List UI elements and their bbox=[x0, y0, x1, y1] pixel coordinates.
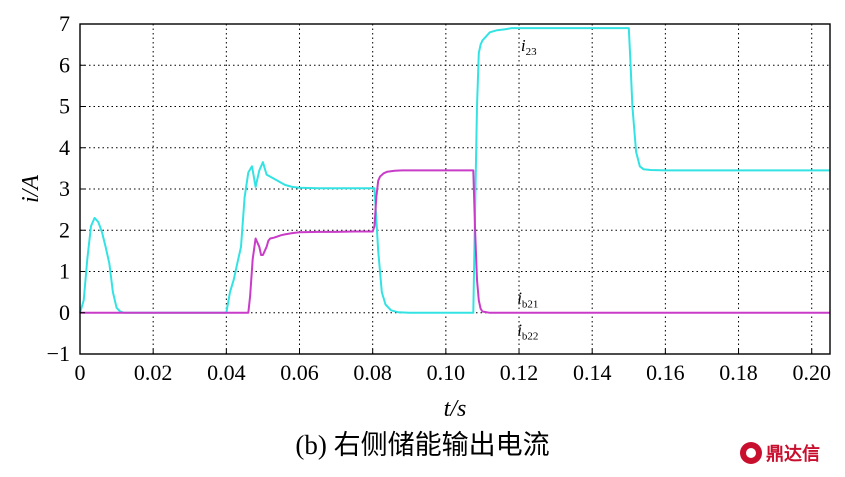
series-label-b22: ib22 bbox=[517, 320, 538, 342]
series-lines bbox=[79, 27, 830, 314]
series-label-23: i23 bbox=[521, 36, 537, 58]
y-tick-label: 5 bbox=[59, 94, 70, 119]
y-tick-label: −1 bbox=[47, 341, 70, 366]
y-tick-label: 1 bbox=[59, 259, 70, 284]
x-tick-label: 0.04 bbox=[207, 360, 246, 385]
series-line-magenta bbox=[80, 169, 830, 314]
series-labels: i23 ib21 ib22 bbox=[517, 36, 538, 343]
y-tick-label: 2 bbox=[59, 217, 70, 242]
y-tick-label: 3 bbox=[59, 176, 70, 201]
series-label-b21: ib21 bbox=[517, 289, 538, 311]
x-tick-label: 0.20 bbox=[792, 360, 831, 385]
watermark-text: 鼎达信 bbox=[766, 444, 820, 465]
x-tick-label: 0.06 bbox=[280, 360, 319, 385]
y-axis-label: i/A bbox=[18, 175, 44, 203]
y-tick-label: 4 bbox=[59, 135, 70, 160]
x-tick-label: 0.02 bbox=[134, 360, 173, 385]
watermark-icon bbox=[740, 442, 762, 464]
y-tick-label: 7 bbox=[59, 11, 70, 36]
axis-ticks: 0 0.02 0.04 0.06 0.08 0.10 0.12 0.14 0.16 0.18 0.2… bbox=[47, 11, 831, 385]
figure-caption: (b) 右侧储能输出电流 bbox=[295, 430, 550, 460]
x-tick-label: 0.14 bbox=[573, 360, 612, 385]
x-axis-label: t/s bbox=[444, 396, 467, 422]
x-tick-label: 0 bbox=[75, 360, 86, 385]
x-tick-label: 0.18 bbox=[719, 360, 758, 385]
x-tick-label: 0.10 bbox=[427, 360, 466, 385]
x-tick-label: 0.08 bbox=[353, 360, 392, 385]
y-tick-label: 0 bbox=[59, 300, 70, 325]
x-tick-label: 0.12 bbox=[500, 360, 539, 385]
y-tick-label: 6 bbox=[59, 52, 70, 77]
watermark-logo: 鼎达信 bbox=[740, 440, 820, 466]
x-tick-label: 0.16 bbox=[646, 360, 685, 385]
